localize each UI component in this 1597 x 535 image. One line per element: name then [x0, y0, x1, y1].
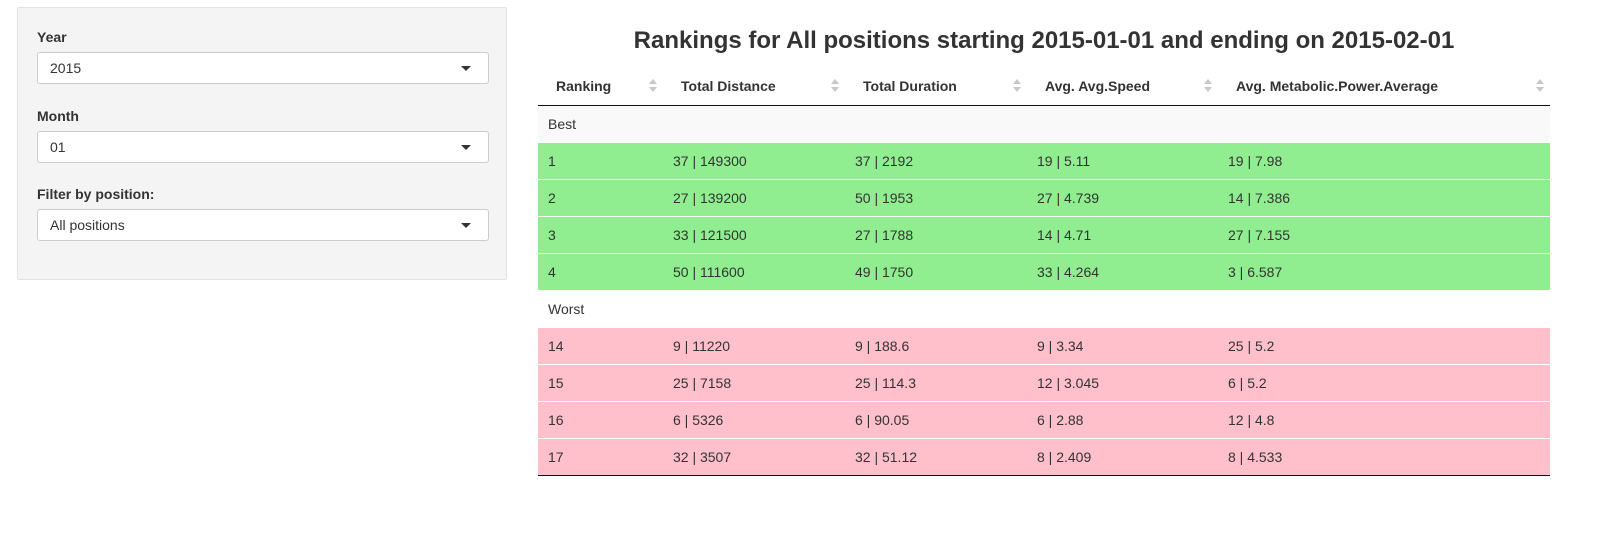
year-label: Year: [37, 29, 67, 45]
year-select[interactable]: 2015: [37, 52, 489, 84]
table-cell: 9 | 3.34: [1027, 326, 1218, 364]
table-cell: 6 | 2.88: [1027, 400, 1218, 438]
table-cell: 32 | 51.12: [845, 437, 1027, 476]
sort-icon: [649, 79, 657, 93]
table-cell: 25 | 114.3: [845, 363, 1027, 401]
table-cell: 32 | 3507: [663, 437, 845, 476]
table-cell: 14 | 7.386: [1218, 178, 1550, 216]
table-cell: 19 | 7.98: [1218, 141, 1550, 179]
table-cell: 6 | 90.05: [845, 400, 1027, 438]
group-row-best: Best: [538, 104, 1550, 142]
group-label: Best: [538, 104, 1550, 142]
table-cell: 16: [538, 400, 663, 438]
table-cell: 27 | 4.739: [1027, 178, 1218, 216]
table-cell: 27 | 1788: [845, 215, 1027, 253]
table-row: 14 9 | 11220 9 | 188.6 9 | 3.34 25 | 5.2: [538, 326, 1550, 364]
table-cell: 3: [538, 215, 663, 253]
year-select-value: 2015: [50, 60, 82, 76]
table-cell: 4: [538, 252, 663, 290]
page-title: Rankings for All positions starting 2015…: [633, 27, 1455, 54]
group-label: Worst: [538, 289, 1550, 327]
table-cell: 27 | 139200: [663, 178, 845, 216]
rankings-table: Ranking Total Distance Total Duration Av…: [538, 67, 1550, 476]
month-select[interactable]: 01: [37, 131, 489, 163]
table-cell: 9 | 188.6: [845, 326, 1027, 364]
table-row: 16 6 | 5326 6 | 90.05 6 | 2.88 12 | 4.8: [538, 400, 1550, 438]
table-cell: 6 | 5.2: [1218, 363, 1550, 401]
table-cell: 25 | 7158: [663, 363, 845, 401]
sidebar-panel: Year 2015 Month 01 Filter by position: A…: [17, 7, 507, 280]
table-cell: 17: [538, 437, 663, 476]
table-cell: 33 | 121500: [663, 215, 845, 253]
table-row: 17 32 | 3507 32 | 51.12 8 | 2.409 8 | 4.…: [538, 437, 1550, 476]
group-row-worst: Worst: [538, 289, 1550, 327]
chevron-down-icon: [461, 145, 471, 150]
chevron-down-icon: [461, 66, 471, 71]
sort-icon: [831, 79, 839, 93]
sort-icon: [1536, 79, 1544, 93]
table-cell: 14: [538, 326, 663, 364]
table-row: 1 37 | 149300 37 | 2192 19 | 5.11 19 | 7…: [538, 141, 1550, 179]
table-cell: 6 | 5326: [663, 400, 845, 438]
table-row: 15 25 | 7158 25 | 114.3 12 | 3.045 6 | 5…: [538, 363, 1550, 401]
table-cell: 50 | 1953: [845, 178, 1027, 216]
table-row: 3 33 | 121500 27 | 1788 14 | 4.71 27 | 7…: [538, 215, 1550, 253]
table-cell: 49 | 1750: [845, 252, 1027, 290]
table-cell: 1: [538, 141, 663, 179]
table-cell: 25 | 5.2: [1218, 326, 1550, 364]
table-cell: 37 | 149300: [663, 141, 845, 179]
table-cell: 2: [538, 178, 663, 216]
table-cell: 14 | 4.71: [1027, 215, 1218, 253]
position-filter-value: All positions: [50, 217, 125, 233]
month-select-value: 01: [50, 139, 66, 155]
position-filter-label: Filter by position:: [37, 186, 155, 202]
table-cell: 9 | 11220: [663, 326, 845, 364]
table-cell: 50 | 111600: [663, 252, 845, 290]
table-cell: 8 | 2.409: [1027, 437, 1218, 476]
sort-icon: [1204, 79, 1212, 93]
table-cell: 12 | 4.8: [1218, 400, 1550, 438]
column-header-total-duration[interactable]: Total Duration: [845, 67, 1027, 106]
table-row: 4 50 | 111600 49 | 1750 33 | 4.264 3 | 6…: [538, 252, 1550, 290]
column-header-ranking[interactable]: Ranking: [538, 67, 663, 106]
table-cell: 33 | 4.264: [1027, 252, 1218, 290]
column-header-total-distance[interactable]: Total Distance: [663, 67, 845, 106]
table-cell: 12 | 3.045: [1027, 363, 1218, 401]
chevron-down-icon: [461, 223, 471, 228]
table-cell: 8 | 4.533: [1218, 437, 1550, 476]
table-cell: 3 | 6.587: [1218, 252, 1550, 290]
column-header-avg-metabolic-power[interactable]: Avg. Metabolic.Power.Average: [1218, 67, 1550, 106]
column-header-avg-speed[interactable]: Avg. Avg.Speed: [1027, 67, 1218, 106]
table-cell: 15: [538, 363, 663, 401]
position-filter-select[interactable]: All positions: [37, 209, 489, 241]
table-cell: 37 | 2192: [845, 141, 1027, 179]
sort-icon: [1013, 79, 1021, 93]
table-header-row: Ranking Total Distance Total Duration Av…: [538, 67, 1550, 106]
table-row: 2 27 | 139200 50 | 1953 27 | 4.739 14 | …: [538, 178, 1550, 216]
table-cell: 19 | 5.11: [1027, 141, 1218, 179]
month-label: Month: [37, 108, 79, 124]
table-cell: 27 | 7.155: [1218, 215, 1550, 253]
